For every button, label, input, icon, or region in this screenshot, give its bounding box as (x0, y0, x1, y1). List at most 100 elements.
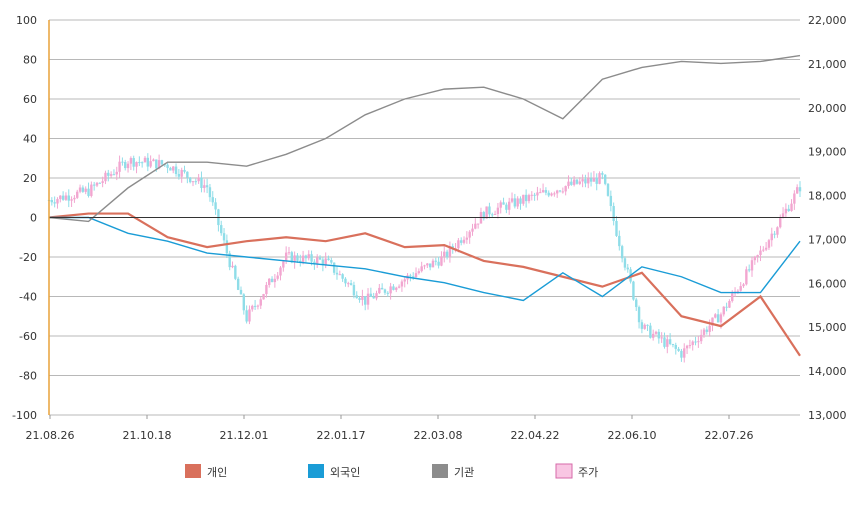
price-candle-body (575, 179, 579, 184)
price-candle-body (753, 256, 757, 261)
price-candle-body (488, 206, 491, 215)
series-line-기관 (48, 54, 801, 223)
price-candle-body (756, 255, 759, 257)
price-candle-body (262, 294, 265, 300)
price-candle-body (522, 194, 525, 204)
price-candle-body (299, 260, 302, 263)
right-tick-label: 20,000 (808, 102, 847, 115)
right-tick-label: 13,000 (808, 409, 847, 422)
legend-swatch (308, 464, 324, 478)
price-candle-body (92, 184, 96, 186)
price-candle-body (666, 339, 669, 347)
price-candle-body (581, 179, 584, 182)
price-candle-body (657, 331, 661, 339)
price-candle-body (420, 266, 423, 272)
price-candle-body (372, 296, 375, 299)
price-candle-body (476, 223, 480, 225)
price-candle-body (620, 246, 624, 259)
legend-swatch (432, 464, 448, 478)
price-candle-body (677, 348, 680, 351)
price-candle-body (708, 325, 711, 332)
x-tick-label: 22.03.08 (414, 429, 463, 442)
price-candle-body (177, 173, 181, 177)
price-candle-body (112, 174, 116, 176)
price-candle-body (637, 307, 641, 323)
x-axis-ticks: 21.08.26 21.10.18 21.12.01 22.01.17 22.03.08… (26, 415, 753, 442)
price-candle-body (355, 295, 358, 299)
price-candle-body (310, 254, 313, 262)
price-candle-body (316, 257, 319, 265)
price-candle-body (225, 240, 229, 254)
price-candle-body (76, 191, 79, 198)
price-candle-body (716, 314, 720, 323)
price-candle-body (705, 329, 709, 332)
price-candle-body (352, 284, 356, 296)
price-candle-body (341, 274, 344, 279)
price-candle-body (505, 204, 508, 210)
price-candle-body (612, 206, 615, 221)
x-tick-label: 22.04.22 (511, 429, 560, 442)
price-candle-body (685, 345, 689, 349)
price-candle-body (570, 181, 573, 185)
price-candle-body (451, 246, 454, 249)
price-candle-body (383, 289, 387, 293)
price-candle-body (635, 299, 638, 308)
price-candle-body (318, 257, 322, 260)
left-tick-label: 40 (23, 133, 37, 146)
price-candle-body (491, 214, 494, 216)
price-candle-body (84, 188, 87, 192)
price-candle-body (203, 185, 206, 188)
price-candle-body (558, 190, 562, 192)
price-candle-body (234, 265, 237, 279)
price-candle-body (725, 306, 728, 308)
price-candle-body (228, 253, 231, 268)
price-candle-body (87, 188, 90, 196)
price-candle-body (90, 184, 93, 196)
left-tick-label: 80 (23, 54, 37, 67)
price-candle-body (375, 293, 378, 299)
legend-label: 기관 (454, 466, 474, 479)
price-candle-body (146, 157, 150, 167)
right-tick-label: 18,000 (808, 190, 847, 203)
price-candle-body (330, 260, 333, 263)
price-candle-body (107, 172, 110, 176)
legend: 개인 외국인 기관 주가 (185, 463, 598, 479)
price-candle-body (731, 293, 734, 302)
price-candle-body (104, 172, 107, 182)
price-candle-body (208, 187, 212, 198)
price-candle-body (197, 177, 200, 182)
price-candle-body (524, 194, 528, 202)
price-candle-body (457, 240, 460, 249)
price-candle-body (640, 322, 644, 329)
price-candle-body (174, 166, 178, 174)
price-candle-body (143, 157, 147, 163)
x-tick-label: 22.01.17 (317, 429, 366, 442)
price-candle-body (220, 225, 223, 234)
price-candle-body (465, 237, 469, 240)
price-candle-body (434, 260, 437, 262)
price-candle-body (728, 301, 731, 308)
x-tick-label: 22.06.10 (608, 429, 657, 442)
price-candle-body (256, 305, 260, 307)
price-candle-body (115, 171, 118, 175)
price-candle-body (601, 173, 604, 175)
price-candle-body (795, 187, 799, 194)
price-candle-body (544, 190, 548, 193)
price-candle-body (321, 259, 325, 266)
price-candle-body (482, 212, 485, 219)
price-candle-body (440, 256, 443, 266)
price-candle-body (781, 213, 785, 218)
price-candle-body (674, 345, 677, 349)
right-tick-label: 21,000 (808, 58, 847, 71)
price-candle-body (736, 290, 740, 292)
price-candle-body (663, 337, 666, 347)
price-candle-body (180, 169, 183, 177)
price-candle-body (649, 325, 652, 338)
left-tick-label: 100 (16, 14, 37, 27)
price-candle-body (471, 228, 474, 232)
price-candle-body (623, 258, 627, 268)
price-candle-body (409, 275, 412, 277)
price-candle-body (109, 174, 113, 176)
price-candle-body (236, 278, 240, 290)
